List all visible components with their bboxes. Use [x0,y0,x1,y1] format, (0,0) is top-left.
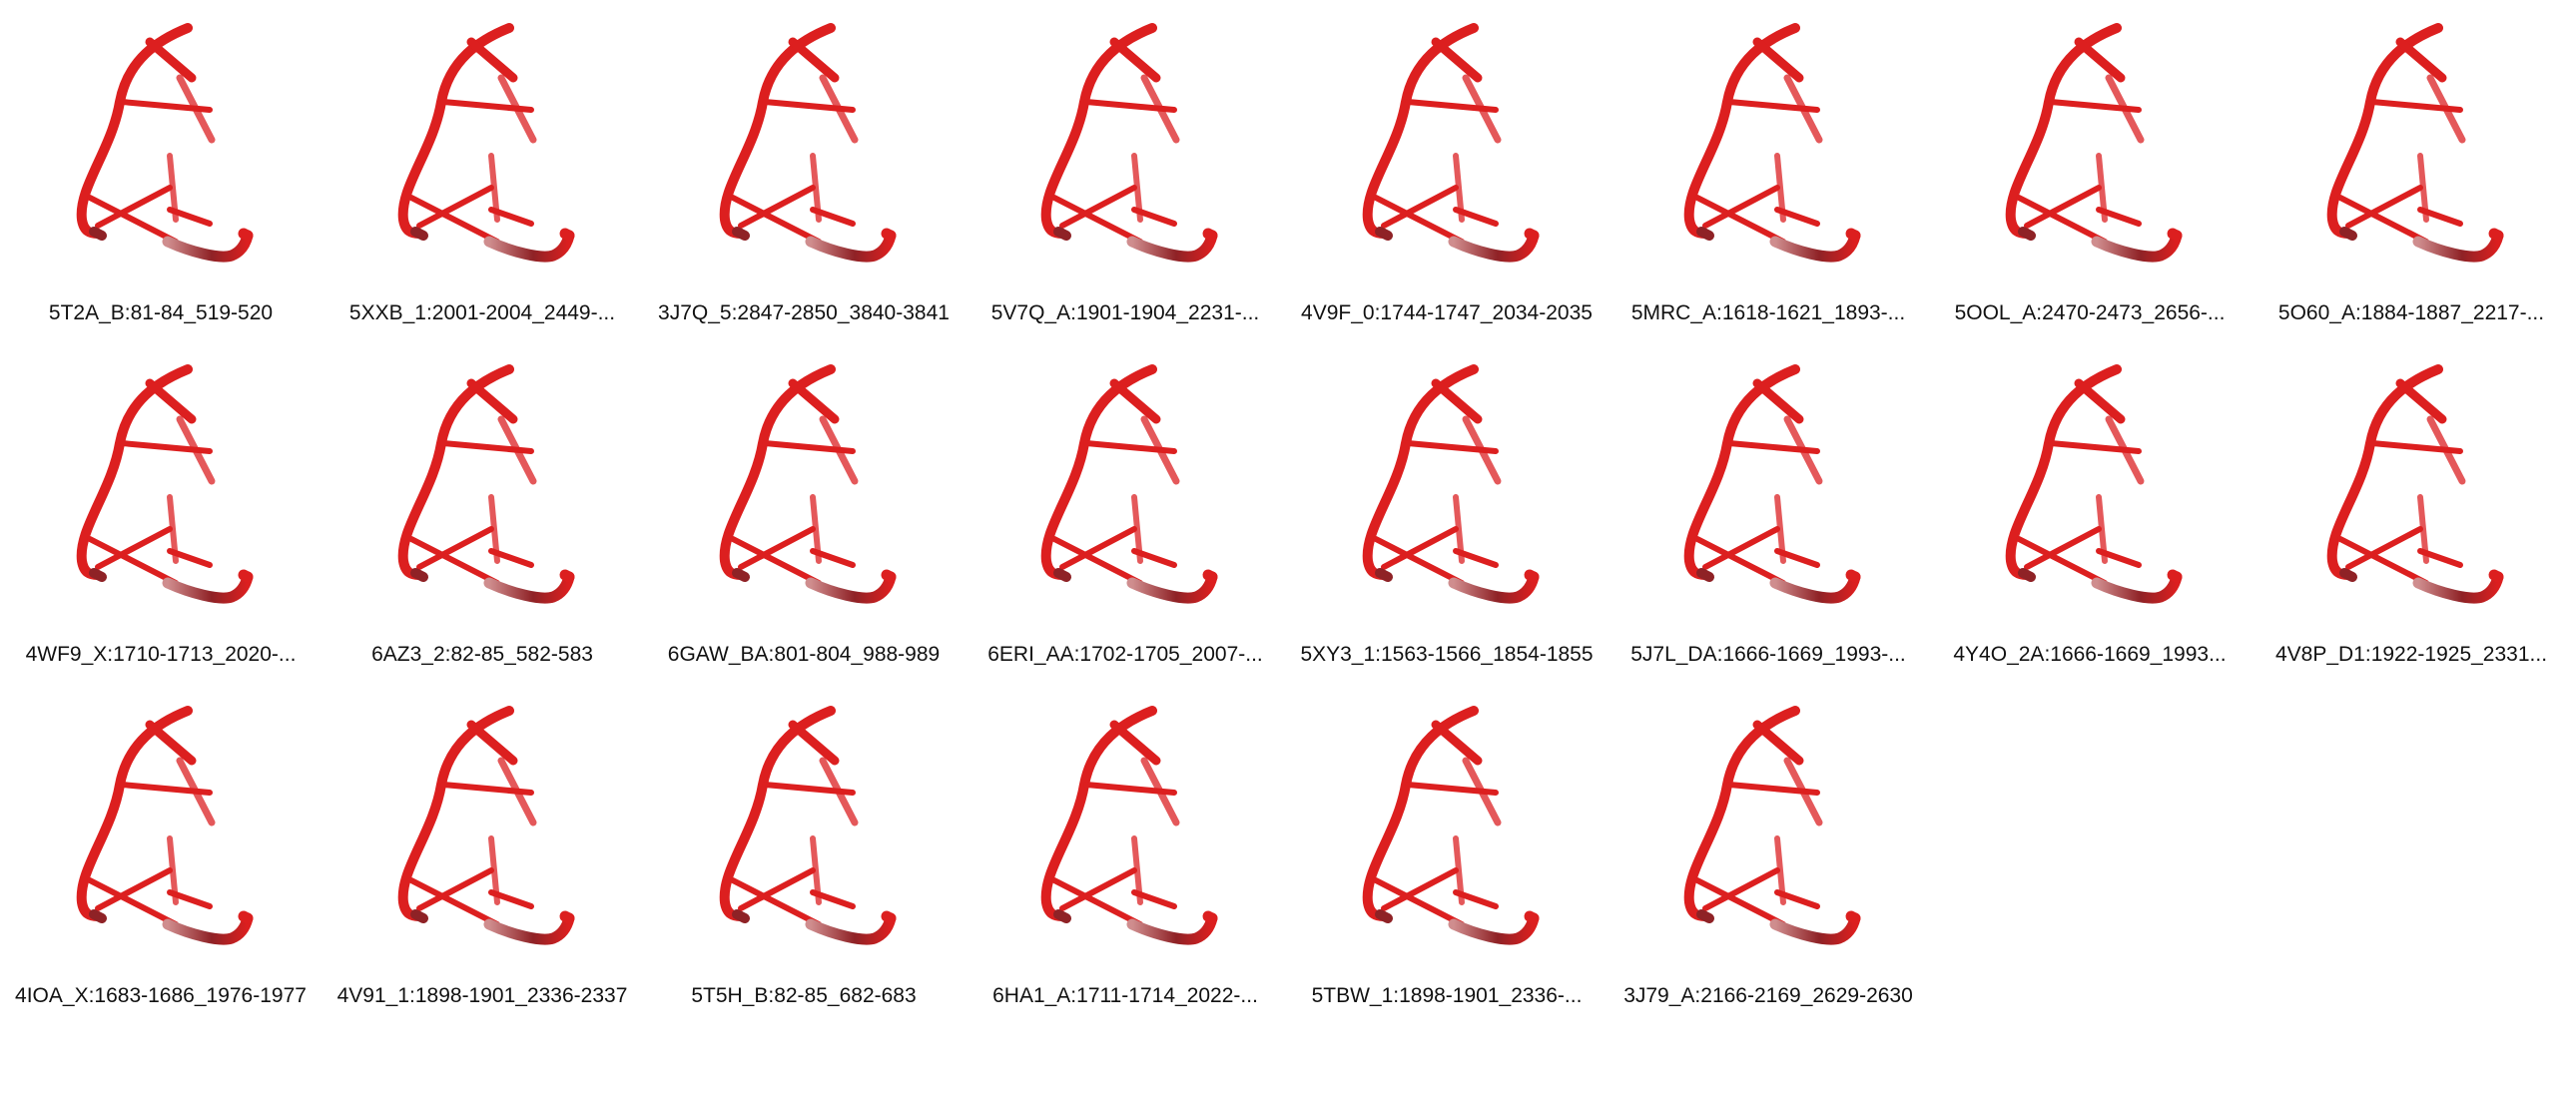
structure-label: 4IOA_X:1683-1686_1976-1977 [15,984,307,1007]
structure-label: 4WF9_X:1710-1713_2020-... [25,643,297,666]
structure-label: 5OOL_A:2470-2473_2656-... [1954,301,2226,324]
structure-tile[interactable]: 5T5H_B:82-85_682-683 [643,683,965,1024]
structure-label: 3J79_A:2166-2169_2629-2630 [1623,984,1913,1007]
structure-tile[interactable]: 5TBW_1:1898-1901_2336-... [1286,683,1608,1024]
structure-tile[interactable]: 4V9F_0:1744-1747_2034-2035 [1286,0,1608,341]
structure-tile[interactable]: 4WF9_X:1710-1713_2020-... [0,341,322,683]
rna-structure-thumbnail [1979,361,2219,621]
rna-structure-thumbnail [1657,703,1897,962]
structure-tile[interactable]: 4IOA_X:1683-1686_1976-1977 [0,683,322,1024]
structure-label: 4V8P_D1:1922-1925_2331... [2274,643,2548,666]
structure-tile[interactable]: 5J7L_DA:1666-1669_1993-... [1608,341,1929,683]
structure-label: 4V9F_0:1744-1747_2034-2035 [1301,301,1593,324]
rna-structure-thumbnail [1014,20,1254,279]
structure-label: 5J7L_DA:1666-1669_1993-... [1630,643,1906,666]
structure-tile[interactable]: 5O60_A:1884-1887_2217-... [2251,0,2572,341]
structure-label: 6ERI_AA:1702-1705_2007-... [987,643,1263,666]
structure-tile[interactable]: 5T2A_B:81-84_519-520 [0,0,322,341]
structure-label: 4Y4O_2A:1666-1669_1993... [1953,643,2227,666]
structure-tile[interactable]: 4V91_1:1898-1901_2336-2337 [322,683,643,1024]
rna-structure-thumbnail [1336,361,1576,621]
rna-structure-thumbnail [50,361,290,621]
rna-structure-thumbnail [2300,20,2540,279]
structure-tile[interactable]: 6GAW_BA:801-804_988-989 [643,341,965,683]
rna-structure-thumbnail [693,703,933,962]
rna-structure-thumbnail [1014,361,1254,621]
rna-structure-thumbnail [50,20,290,279]
structure-label: 5XY3_1:1563-1566_1854-1855 [1300,643,1594,666]
structure-tile[interactable]: 5XXB_1:2001-2004_2449-... [322,0,643,341]
rna-structure-thumbnail [371,20,611,279]
structure-label: 5T2A_B:81-84_519-520 [48,301,274,324]
structure-tile[interactable]: 6ERI_AA:1702-1705_2007-... [965,341,1286,683]
rna-structure-thumbnail [1657,20,1897,279]
structure-tile[interactable]: 5V7Q_A:1901-1904_2231-... [965,0,1286,341]
structure-label: 5MRC_A:1618-1621_1893-... [1630,301,1906,324]
structure-tile[interactable]: 4Y4O_2A:1666-1669_1993... [1929,341,2251,683]
rna-structure-thumbnail [1979,20,2219,279]
structure-tile[interactable]: 5XY3_1:1563-1566_1854-1855 [1286,341,1608,683]
structure-tile[interactable]: 5MRC_A:1618-1621_1893-... [1608,0,1929,341]
structure-label: 5T5H_B:82-85_682-683 [691,984,917,1007]
rna-structure-thumbnail [371,361,611,621]
rna-structure-thumbnail [1014,703,1254,962]
structure-label: 5V7Q_A:1901-1904_2231-... [990,301,1260,324]
rna-structure-thumbnail [50,703,290,962]
structure-tile[interactable]: 6HA1_A:1711-1714_2022-... [965,683,1286,1024]
structure-tile[interactable]: 6AZ3_2:82-85_582-583 [322,341,643,683]
structure-label: 5XXB_1:2001-2004_2449-... [348,301,616,324]
rna-structure-thumbnail [1336,20,1576,279]
rna-structure-thumbnail [693,361,933,621]
structure-label: 6AZ3_2:82-85_582-583 [371,643,593,666]
structure-label: 5TBW_1:1898-1901_2336-... [1311,984,1583,1007]
structure-label: 3J7Q_5:2847-2850_3840-3841 [658,301,950,324]
structure-label: 6HA1_A:1711-1714_2022-... [992,984,1258,1007]
rna-structure-thumbnail [371,703,611,962]
structure-label: 4V91_1:1898-1901_2336-2337 [336,984,628,1007]
structure-tile[interactable]: 4V8P_D1:1922-1925_2331... [2251,341,2572,683]
rna-structure-thumbnail [2300,361,2540,621]
structure-tile[interactable]: 3J79_A:2166-2169_2629-2630 [1608,683,1929,1024]
structure-label: 5O60_A:1884-1887_2217-... [2277,301,2545,324]
structure-tile[interactable]: 5OOL_A:2470-2473_2656-... [1929,0,2251,341]
structure-tile[interactable]: 3J7Q_5:2847-2850_3840-3841 [643,0,965,341]
structure-label: 6GAW_BA:801-804_988-989 [667,643,941,666]
rna-structure-thumbnail [693,20,933,279]
rna-structure-thumbnail [1336,703,1576,962]
rna-structure-thumbnail [1657,361,1897,621]
